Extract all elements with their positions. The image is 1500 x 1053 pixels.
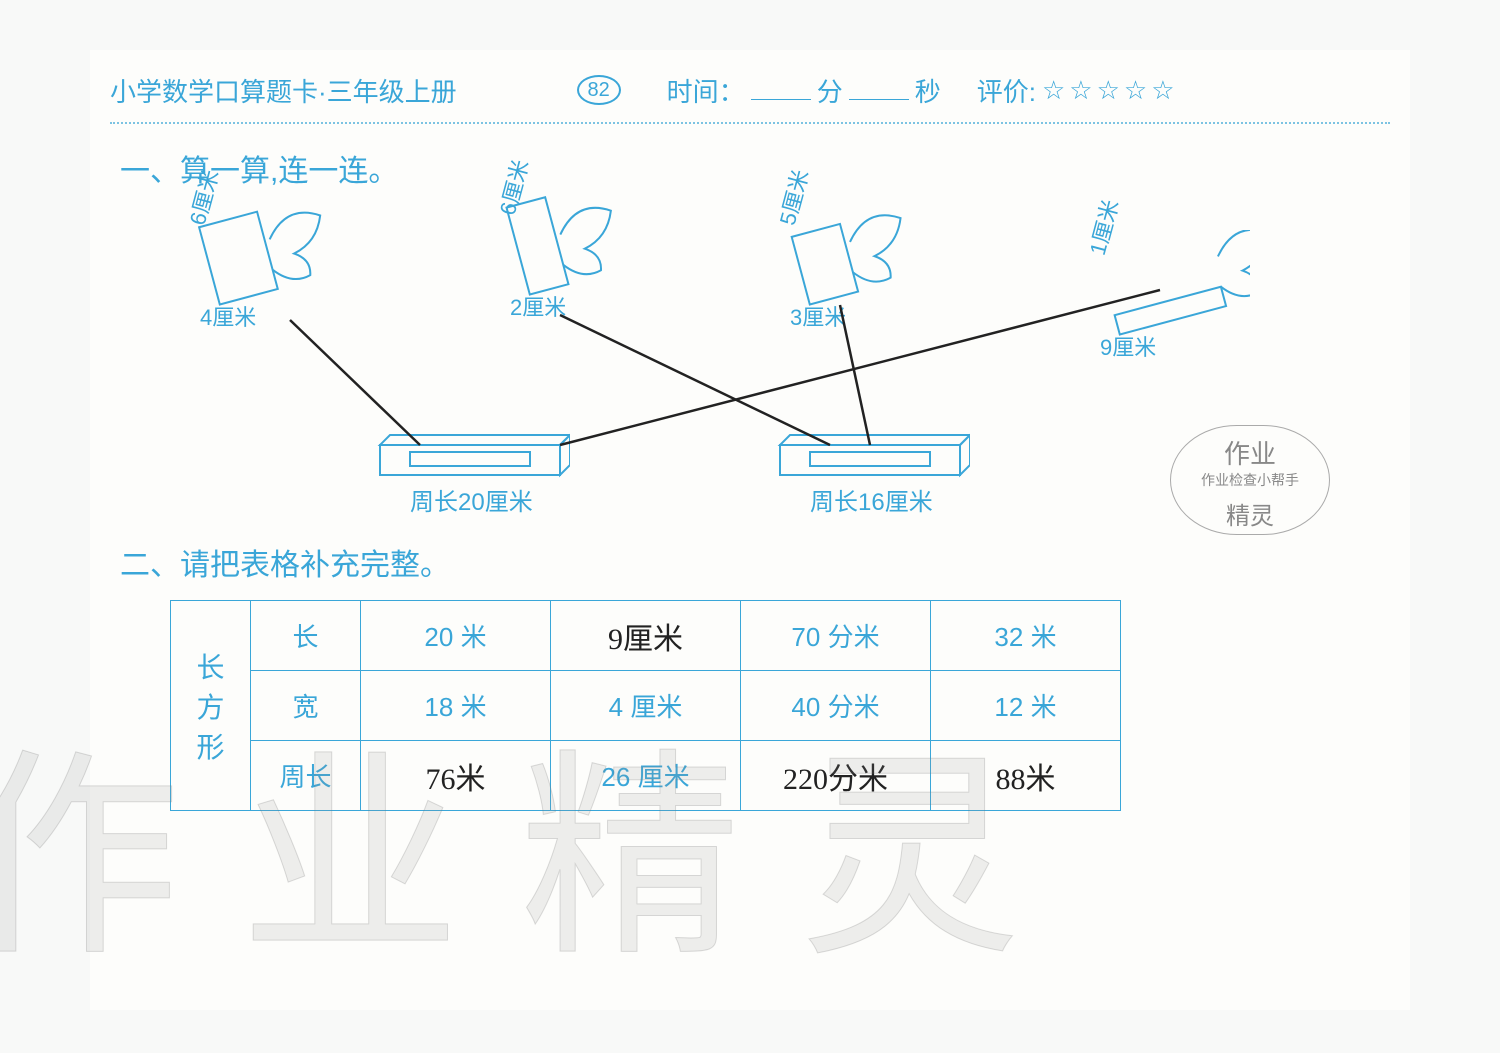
cell-value: 32 米 — [994, 622, 1056, 652]
cell-value-handwritten: 9厘米 — [608, 623, 683, 656]
merged-cell-char: 方 — [181, 686, 240, 726]
cell: 88米 — [931, 741, 1121, 811]
minute-blank[interactable] — [751, 80, 811, 100]
table-row: 周长 76米 26 厘米 220分米 88米 — [171, 741, 1121, 811]
time-label: 时间： — [667, 72, 745, 109]
connection-line — [840, 305, 870, 445]
section2-title: 二、请把表格补充完整。 — [120, 540, 450, 584]
row-label-length: 长 — [251, 601, 361, 671]
cell-value: 4 厘米 — [609, 692, 683, 722]
header-divider — [110, 122, 1390, 124]
table-row: 长 方 形 长 20 米 9厘米 70 分米 32 米 — [171, 601, 1121, 671]
second-unit: 秒 — [915, 72, 941, 109]
cell: 12 米 — [931, 671, 1121, 741]
connection-line — [560, 290, 1160, 445]
worksheet-page: 小学数学口算题卡·三年级上册 82 时间： 分 秒 评价: ☆☆☆☆☆ 一、算一… — [90, 50, 1410, 1010]
stamp-line2: 作业检查小帮手 — [1160, 470, 1340, 490]
cell: 70 分米 — [741, 601, 931, 671]
cell: 220分米 — [741, 741, 931, 811]
merged-cell-char: 长 — [181, 646, 240, 686]
table-row: 宽 18 米 4 厘米 40 分米 12 米 — [171, 671, 1121, 741]
row-label-perimeter: 周长 — [251, 741, 361, 811]
cell-value: 70 分米 — [791, 622, 879, 652]
cell-value-handwritten: 88米 — [996, 763, 1056, 796]
cell-value: 18 米 — [424, 692, 486, 722]
row-header-merged: 长 方 形 — [171, 601, 251, 811]
row-label-width: 宽 — [251, 671, 361, 741]
connection-line — [560, 315, 830, 445]
connection-line — [290, 320, 420, 445]
book-title: 小学数学口算题卡·三年级上册 — [110, 72, 457, 109]
cell: 40 分米 — [741, 671, 931, 741]
second-blank[interactable] — [849, 80, 909, 100]
stamp-line1: 作业 — [1160, 434, 1340, 471]
cell: 18 米 — [361, 671, 551, 741]
cell-value-handwritten: 220分米 — [783, 763, 888, 796]
cell-value-handwritten: 76米 — [426, 763, 486, 796]
cell: 4 厘米 — [551, 671, 741, 741]
cell-value: 40 分米 — [791, 692, 879, 722]
rating-stars: ☆☆☆☆☆ — [1042, 75, 1179, 106]
cell: 20 米 — [361, 601, 551, 671]
page-number-badge: 82 — [577, 75, 621, 105]
cell-value: 20 米 — [424, 622, 486, 652]
merged-cell-char: 形 — [181, 726, 240, 766]
page-header: 小学数学口算题卡·三年级上册 82 时间： 分 秒 评价: ☆☆☆☆☆ — [110, 70, 1390, 110]
cell: 26 厘米 — [551, 741, 741, 811]
cell: 76米 — [361, 741, 551, 811]
stamp-line3: 精灵 — [1160, 496, 1340, 531]
cell: 9厘米 — [551, 601, 741, 671]
section1-title: 一、算一算,连一连。 — [120, 146, 398, 190]
rating-label: 评价: — [977, 72, 1036, 109]
cell-value: 12 米 — [994, 692, 1056, 722]
cell: 32 米 — [931, 601, 1121, 671]
minute-unit: 分 — [817, 72, 843, 109]
stamp-seal: 作业 作业检查小帮手 精灵 — [1160, 420, 1340, 540]
data-table: 长 方 形 长 20 米 9厘米 70 分米 32 米 宽 18 米 4 厘米 … — [170, 600, 1121, 811]
cell-value: 26 厘米 — [601, 762, 689, 792]
